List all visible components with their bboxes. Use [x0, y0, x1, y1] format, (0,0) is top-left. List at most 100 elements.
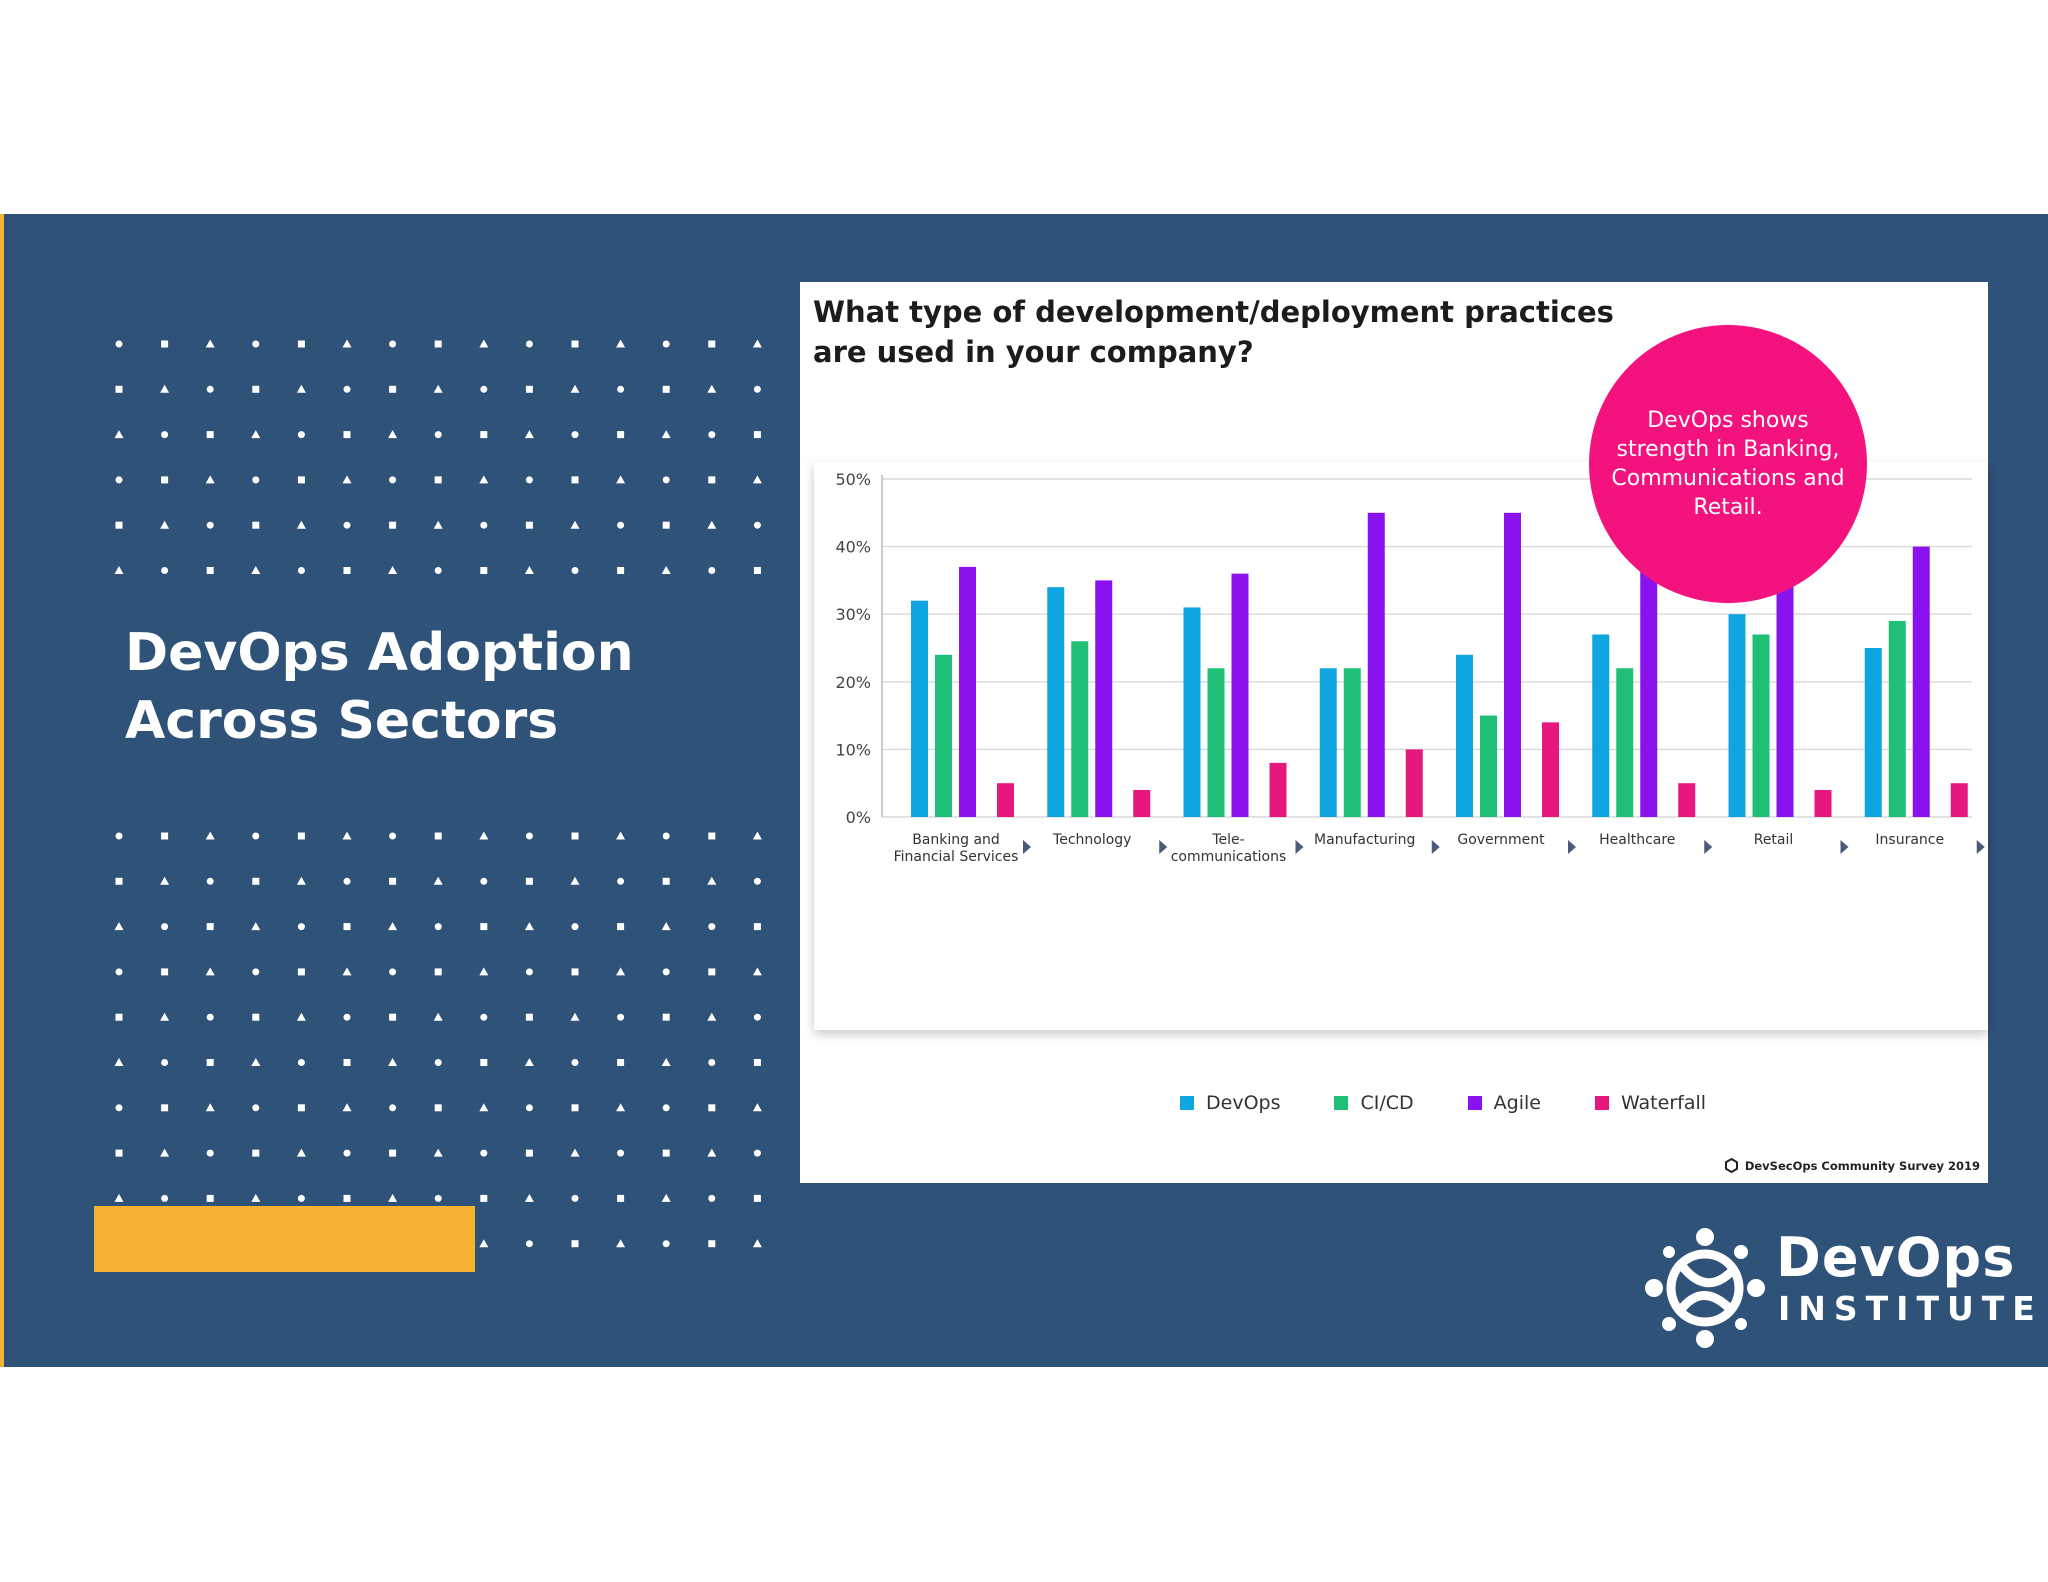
bar-cicd: [1616, 668, 1634, 817]
arrow-right-icon: [1568, 840, 1576, 854]
pattern-dot: [753, 431, 761, 439]
devops-institute-logo: DevOps INSTITUTE: [1640, 1223, 2035, 1353]
pattern-dot: [297, 923, 305, 931]
pattern-dot: [662, 877, 670, 885]
x-tick-label: Healthcare: [1599, 832, 1675, 848]
pattern-dot: [433, 520, 443, 529]
pattern-dot: [479, 339, 489, 348]
pattern-dot: [753, 877, 761, 885]
pattern-dot: [617, 521, 625, 529]
pattern-dot: [571, 431, 579, 439]
pattern-dot: [571, 1194, 579, 1202]
pattern-dot: [525, 968, 533, 976]
source-text: DevSecOps Community Survey 2019: [1744, 1158, 1980, 1173]
bar-agile: [1640, 512, 1658, 817]
pattern-dot: [480, 1149, 488, 1157]
pattern-dot: [296, 384, 306, 393]
x-tick-label: Government: [1457, 832, 1545, 848]
pattern-dot: [571, 340, 579, 348]
pattern-dot: [434, 1059, 442, 1066]
pattern-dot: [707, 520, 717, 529]
pattern-dot: [206, 1194, 214, 1202]
bar-cicd: [1888, 620, 1906, 817]
pattern-dot: [616, 475, 626, 484]
pattern-dot: [570, 1148, 580, 1157]
pattern-dot: [752, 967, 762, 976]
pattern-dot: [252, 968, 260, 976]
legend-item: DevOps: [1180, 1092, 1280, 1114]
pattern-dot: [389, 521, 397, 529]
pattern-dot: [115, 340, 123, 348]
pattern-dot: [297, 1194, 305, 1202]
pattern-dot: [480, 567, 488, 574]
pattern-dot: [617, 1013, 625, 1021]
pattern-dot: [297, 567, 305, 574]
pattern-dot: [753, 521, 761, 529]
pattern-dot: [389, 476, 397, 484]
pattern-dot: [205, 967, 215, 976]
pattern-dot: [251, 1058, 261, 1066]
pattern-dot: [661, 430, 671, 439]
pattern-dot: [251, 430, 261, 439]
pattern-dot: [662, 1013, 670, 1021]
pattern-dot: [343, 567, 351, 574]
pattern-dot: [617, 1149, 625, 1157]
legend-label: DevOps: [1206, 1092, 1281, 1114]
hexagon-icon: [1724, 1158, 1738, 1173]
pattern-dot: [525, 476, 533, 484]
pattern-dot: [343, 521, 351, 529]
pattern-dot: [661, 566, 671, 574]
pattern-dot: [570, 876, 580, 885]
chart-legend: DevOps CI/CD Agile Waterfall: [1180, 1092, 1720, 1114]
bar-cicd: [1480, 715, 1497, 817]
pattern-dot: [160, 1148, 170, 1157]
pattern-dot: [205, 1103, 215, 1112]
pattern-dot: [662, 1149, 670, 1157]
pattern-dot: [480, 923, 488, 931]
pattern-dot: [524, 922, 534, 931]
chart-card: What type of development/deployment prac…: [800, 282, 1988, 1183]
pattern-dot: [753, 1149, 761, 1157]
pattern-dot: [434, 1194, 442, 1202]
pattern-dot: [252, 1013, 260, 1021]
pattern-dot: [480, 1194, 488, 1202]
chart-heading-line1: What type of development/deployment prac…: [813, 295, 1614, 329]
pattern-dot: [115, 521, 123, 529]
pattern-dot: [662, 1240, 670, 1248]
pattern-dot: [161, 476, 169, 484]
pattern-dot: [161, 340, 169, 348]
x-tick-label: Retail: [1754, 832, 1794, 848]
pattern-dot: [252, 832, 260, 840]
pattern-dot: [662, 1104, 670, 1112]
pattern-dot: [480, 1059, 488, 1066]
pattern-dot: [252, 1104, 260, 1112]
pattern-dot: [479, 1103, 489, 1112]
pattern-dot: [115, 968, 123, 976]
pattern-dot: [480, 385, 488, 393]
logo-wordmark: DevOps: [1776, 1226, 2016, 1289]
legend-swatch: [1180, 1096, 1194, 1110]
pattern-dot: [388, 1058, 398, 1066]
bar-devops: [1319, 668, 1337, 817]
pattern-dot: [206, 923, 214, 931]
pattern-dot: [571, 1059, 579, 1066]
pattern-dot: [662, 340, 670, 348]
pattern-dot: [434, 1104, 442, 1112]
callout-bubble: DevOps shows strength in Banking, Commun…: [1589, 325, 1867, 603]
pattern-dot: [753, 1059, 761, 1066]
pattern-dot: [206, 431, 214, 439]
pattern-dot: [571, 1240, 579, 1248]
y-tick-label: 10%: [835, 740, 871, 759]
pattern-dot: [571, 832, 579, 840]
pattern-dot: [708, 1104, 716, 1112]
pattern-dot: [617, 567, 625, 574]
pattern-dot: [571, 476, 579, 484]
pattern-dot: [160, 1012, 170, 1021]
pattern-dot: [524, 1058, 534, 1066]
pattern-dot: [161, 832, 169, 840]
pattern-dot: [434, 340, 442, 348]
pattern-dot: [115, 1149, 123, 1157]
pattern-dot: [662, 832, 670, 840]
chart-heading-line2: are used in your company?: [813, 335, 1254, 369]
